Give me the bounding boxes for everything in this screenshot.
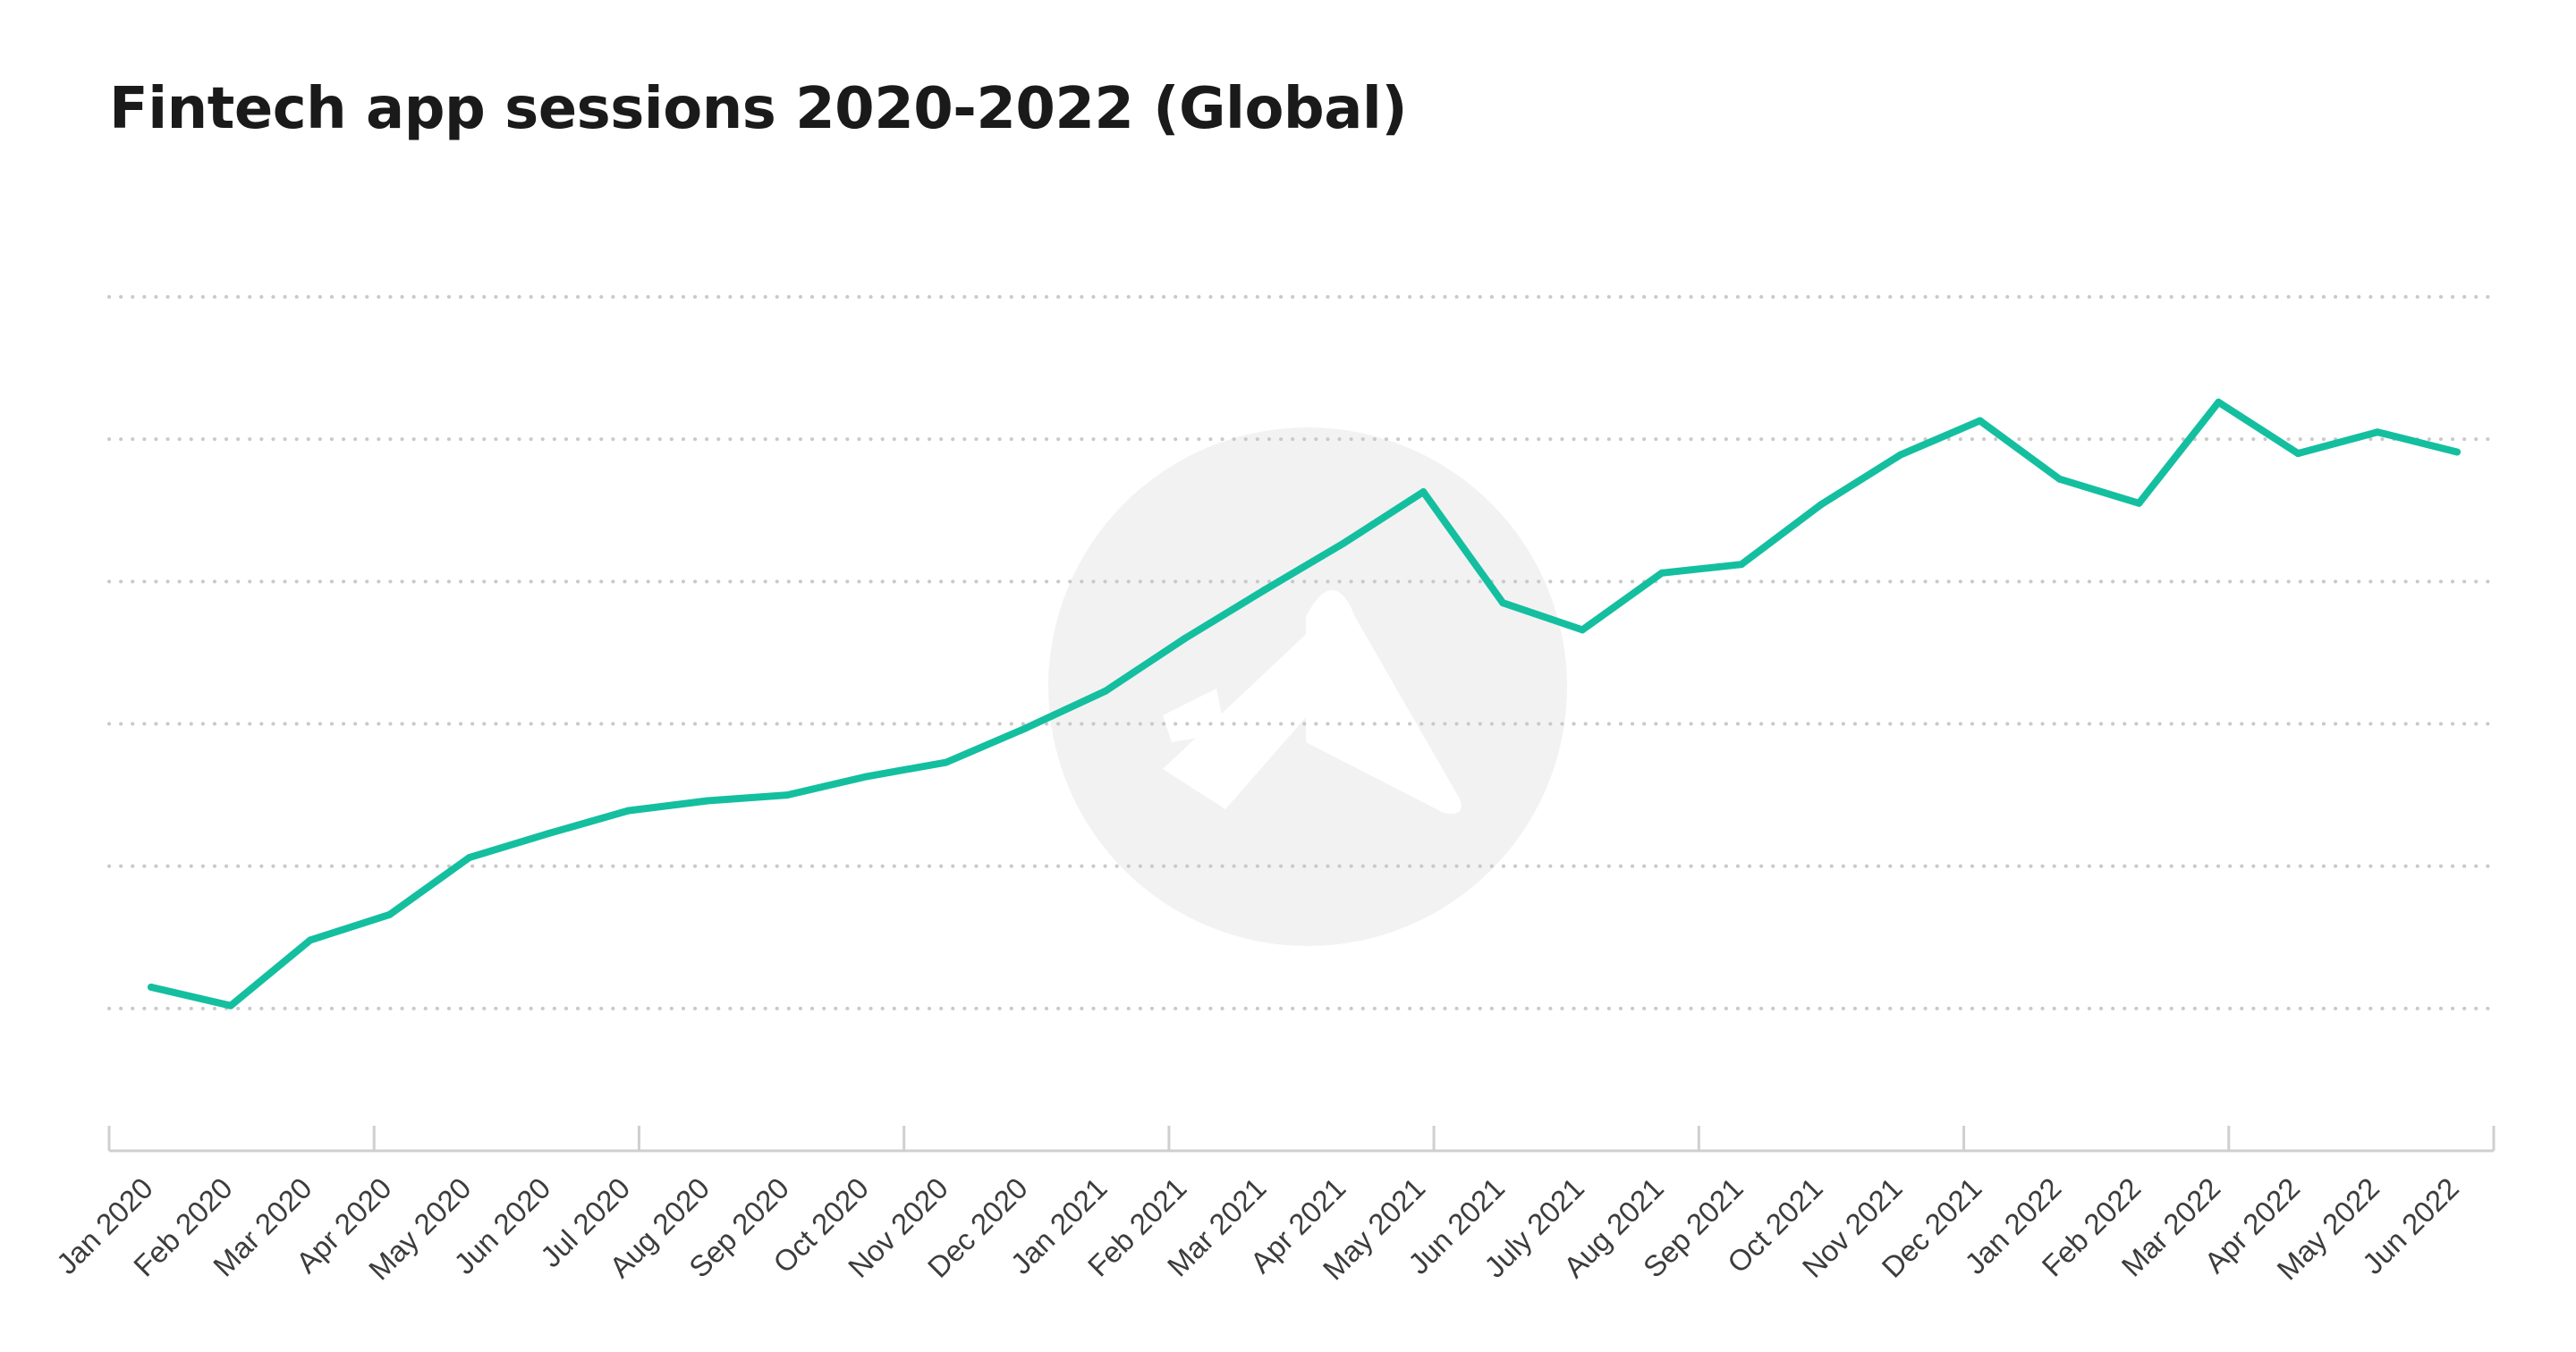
data-point <box>1499 599 1507 607</box>
data-point <box>1658 569 1666 577</box>
data-point <box>863 773 871 781</box>
data-point <box>1976 417 1984 425</box>
data-point <box>1737 561 1745 569</box>
data-point <box>2215 398 2223 406</box>
data-point <box>624 807 632 815</box>
gridlines <box>107 295 2496 1010</box>
data-point <box>148 983 155 991</box>
data-point <box>2453 448 2461 456</box>
data-point <box>704 797 712 805</box>
data-point <box>1101 687 1109 695</box>
data-point <box>2135 499 2143 507</box>
data-point <box>306 936 314 944</box>
data-point <box>1579 626 1587 634</box>
data-point <box>784 791 792 799</box>
data-point <box>1021 724 1030 732</box>
data-point <box>1817 501 1825 509</box>
data-point <box>465 854 473 862</box>
watermark-logo <box>1048 427 1567 946</box>
data-point <box>1896 451 1904 459</box>
data-point <box>226 1001 234 1010</box>
data-point <box>1260 586 1268 594</box>
data-point <box>2055 475 2063 483</box>
data-point <box>2294 450 2302 458</box>
data-point <box>1181 635 1189 642</box>
series-layer <box>148 398 2461 1010</box>
data-point <box>942 758 950 766</box>
series-line <box>148 398 2461 1010</box>
data-point <box>386 910 394 918</box>
data-point <box>2374 428 2382 436</box>
data-point <box>545 830 553 838</box>
data-point <box>1419 488 1428 496</box>
chart-title: Fintech app sessions 2020-2022 (Global) <box>109 76 1408 142</box>
data-point <box>1340 539 1348 547</box>
